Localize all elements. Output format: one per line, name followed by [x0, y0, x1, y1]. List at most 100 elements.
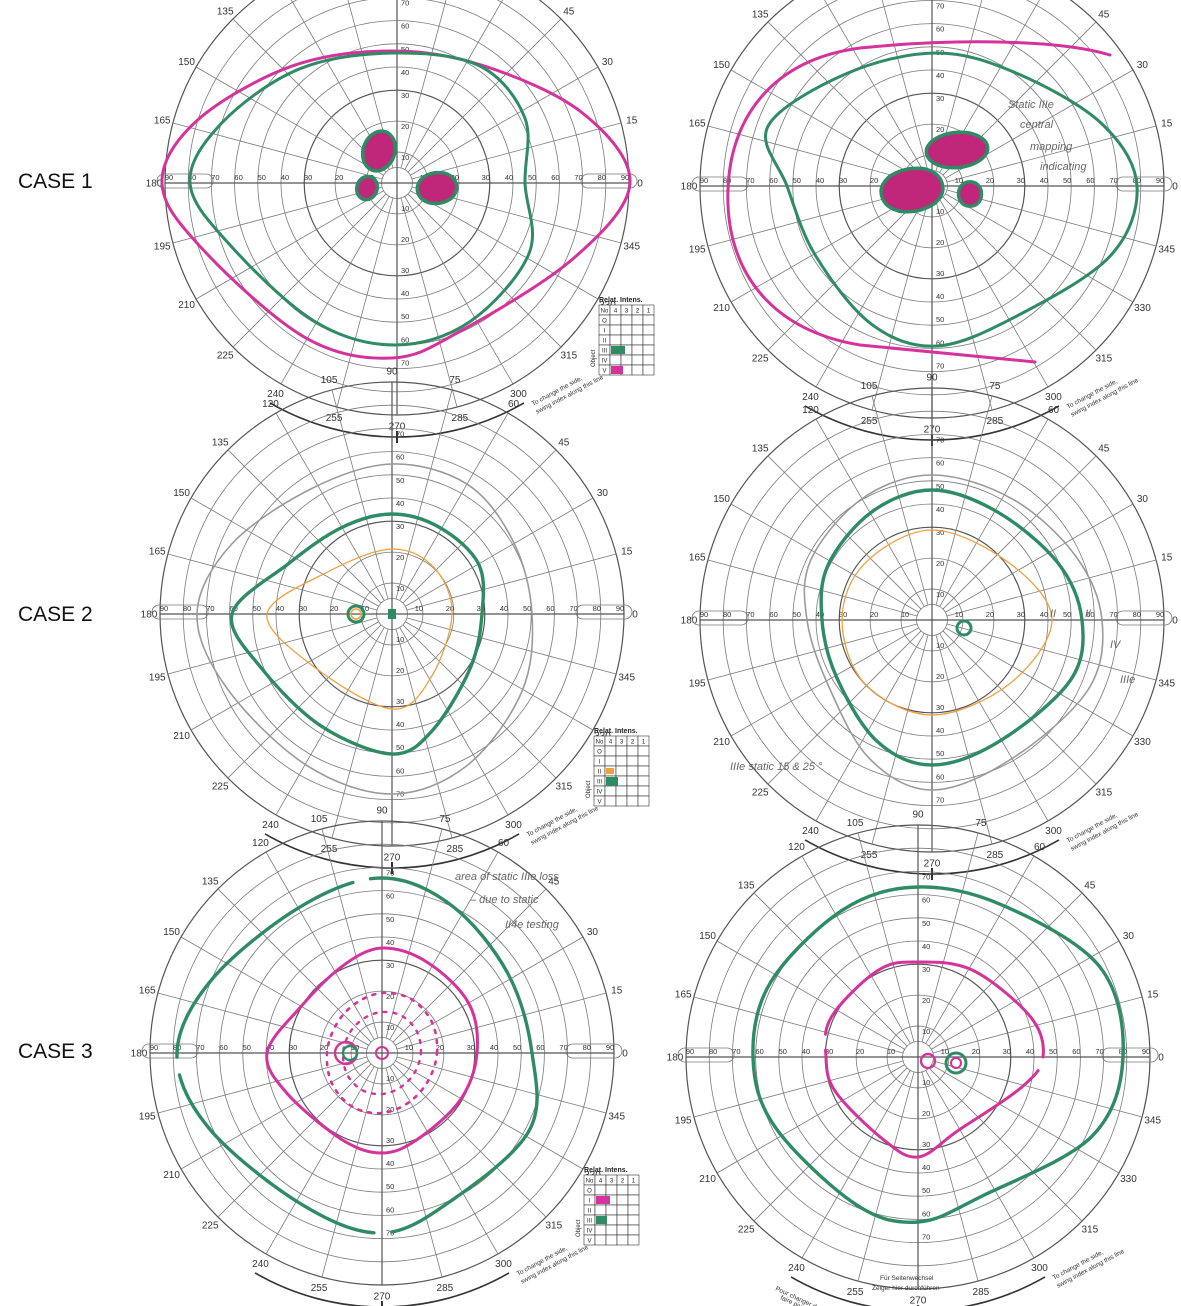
legend-cell — [594, 1204, 607, 1216]
legend-cell — [637, 785, 650, 797]
scotoma-3 — [415, 170, 459, 206]
angle-label-165: 165 — [149, 547, 166, 558]
ecc-label-90: 90 — [1156, 176, 1164, 185]
angle-label-75: 75 — [989, 381, 1001, 392]
angle-label-195: 195 — [149, 672, 166, 683]
spoke-255 — [871, 634, 929, 845]
spoke-150 — [730, 503, 919, 613]
ecc-label-60: 60 — [936, 772, 944, 781]
ecc-label-70: 70 — [922, 872, 930, 881]
spoke-150 — [730, 69, 919, 179]
angle-label-270: 270 — [374, 1292, 391, 1303]
ecc-label-20: 20 — [446, 604, 454, 613]
angle-label-45: 45 — [1098, 10, 1110, 21]
spoke-60 — [404, 0, 504, 170]
ecc-label-40: 40 — [936, 292, 944, 301]
spoke-240 — [275, 627, 385, 816]
legend-cell — [609, 334, 622, 346]
angle-label-165: 165 — [139, 986, 156, 997]
ecc-label-70: 70 — [386, 1229, 394, 1238]
ecc-label-30: 30 — [1017, 176, 1025, 185]
spoke-225 — [767, 196, 922, 351]
ecc-label-90: 90 — [1142, 1047, 1150, 1056]
legend-cell — [616, 1204, 629, 1216]
scotoma-ring-inner — [350, 608, 362, 620]
legend-cell — [594, 1234, 607, 1246]
legend-cell — [605, 1184, 618, 1196]
angle-label-75: 75 — [449, 375, 461, 386]
ecc-label-10: 10 — [922, 1078, 930, 1087]
ecc-label-50: 50 — [243, 1043, 251, 1052]
ecc-label-50: 50 — [253, 604, 261, 613]
spoke-300 — [925, 1070, 1035, 1259]
ecc-label-70: 70 — [206, 604, 214, 613]
angle-label-300: 300 — [505, 820, 522, 831]
ecc-label-20: 20 — [922, 1109, 930, 1118]
ecc-label-70: 70 — [746, 176, 754, 185]
ecc-label-60: 60 — [234, 173, 242, 182]
ecc-label-50: 50 — [936, 315, 944, 324]
legend-row-label: IV — [587, 1229, 593, 1235]
ecc-label-60: 60 — [1072, 1047, 1080, 1056]
angle-label-120: 120 — [802, 405, 819, 416]
case-label-2: CASE 2 — [18, 603, 93, 626]
diagram-case3-left: 0153045607590105120135150165180195210225… — [131, 806, 640, 1306]
ecc-label-20: 20 — [986, 176, 994, 185]
legend-side-label: Object — [576, 1219, 582, 1237]
legend-cell — [627, 1194, 640, 1206]
spoke-300 — [389, 1066, 499, 1255]
ecc-label-40: 40 — [816, 176, 824, 185]
legend-row-label: O — [587, 1189, 592, 1195]
ecc-label-70: 70 — [211, 173, 219, 182]
ecc-label-10: 10 — [361, 604, 369, 613]
spoke-120 — [275, 412, 385, 601]
ecc-label-40: 40 — [922, 942, 930, 951]
svg-text:IIIe static 15 & 25 °: IIIe static 15 & 25 ° — [730, 761, 823, 773]
angle-label-330: 330 — [1120, 1174, 1137, 1185]
ecc-label-60: 60 — [219, 1043, 227, 1052]
spoke-210 — [195, 190, 384, 300]
spoke-135 — [767, 455, 922, 610]
central-ring — [919, 1052, 937, 1070]
ecc-label-20: 20 — [922, 996, 930, 1005]
angle-label-165: 165 — [675, 990, 692, 1001]
angle-label-345: 345 — [618, 672, 635, 683]
ecc-label-40: 40 — [1026, 1047, 1034, 1056]
ecc-label-20: 20 — [401, 235, 409, 244]
angle-label-0: 0 — [1158, 1053, 1164, 1064]
ecc-label-10: 10 — [901, 610, 909, 619]
legend-cell — [631, 344, 644, 356]
spoke-60 — [399, 412, 509, 601]
spoke-195 — [707, 623, 918, 681]
legend-swatch-magenta — [611, 366, 623, 374]
angle-label-45: 45 — [1098, 444, 1110, 455]
legend-col-header: 1 — [632, 1179, 636, 1185]
legend-cell — [642, 314, 655, 326]
scotoma-3 — [956, 179, 984, 209]
ecc-label-20: 20 — [936, 238, 944, 247]
legend-title: Relat. Intens. — [594, 728, 638, 735]
legend-cell — [631, 334, 644, 346]
angle-label-330: 330 — [1134, 303, 1151, 314]
spoke-150 — [716, 940, 905, 1050]
spoke-210 — [180, 1060, 369, 1170]
legend-swatch-orange — [606, 768, 614, 774]
ecc-label-40: 40 — [1040, 610, 1048, 619]
ecc-label-10: 10 — [401, 204, 409, 213]
svg-text:II4e testing: II4e testing — [505, 919, 560, 931]
angle-label-330: 330 — [1134, 737, 1151, 748]
isopter-magenta — [726, 40, 1112, 364]
ecc-label-30: 30 — [396, 522, 404, 531]
legend-cell — [642, 324, 655, 336]
ecc-label-40: 40 — [936, 505, 944, 514]
legend-row-label: III — [602, 349, 607, 355]
legend-cell — [626, 795, 639, 807]
legend-cell — [637, 775, 650, 787]
ecc-label-70: 70 — [922, 1233, 930, 1242]
spoke-165 — [693, 996, 904, 1054]
ecc-label-30: 30 — [304, 173, 312, 182]
spoke-150 — [180, 936, 369, 1046]
